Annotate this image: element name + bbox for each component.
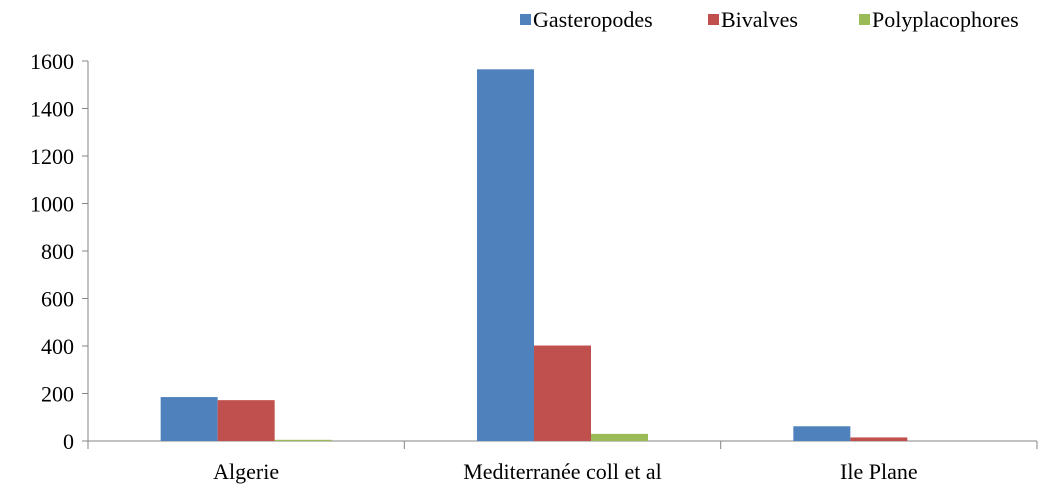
y-tick-label: 0 [63, 429, 74, 454]
x-category-label: Algerie [213, 459, 279, 484]
bar-gasteropodes [477, 69, 534, 441]
y-tick-label: 600 [41, 287, 74, 312]
bar-bivalves [217, 400, 275, 441]
y-tick-label: 1400 [30, 97, 74, 122]
bar-polyplacophores [274, 439, 332, 441]
x-category-label: Mediterranée coll et al [463, 459, 662, 484]
y-tick-label: 200 [41, 382, 74, 407]
legend-label: Polyplacophores [872, 7, 1019, 32]
legend-swatch [708, 14, 719, 25]
y-axis: 0 200 400 600 800 1000 1200 1400 1600 [30, 49, 89, 454]
legend-label: Gasteropodes [533, 7, 653, 32]
bar-gasteropodes [160, 397, 218, 441]
legend-label: Bivalves [721, 7, 798, 32]
bar-bivalves [850, 437, 908, 441]
y-tick-label: 400 [41, 334, 74, 359]
x-axis: Algerie Mediterranée coll et al Ile Plane [87, 440, 1038, 484]
bar-gasteropodes [793, 426, 851, 441]
y-tick-label: 1000 [30, 192, 74, 217]
y-tick-label: 1200 [30, 144, 74, 169]
bar-polyplacophores [591, 433, 648, 441]
bars [160, 69, 908, 441]
x-category-label: Ile Plane [840, 459, 918, 484]
legend-swatch [520, 14, 531, 25]
bar-bivalves [534, 345, 591, 441]
legend-swatch [859, 14, 870, 25]
legend: Gasteropodes Bivalves Polyplacophores [520, 7, 1019, 32]
y-tick-label: 1600 [30, 49, 74, 74]
y-tick-label: 800 [41, 239, 74, 264]
